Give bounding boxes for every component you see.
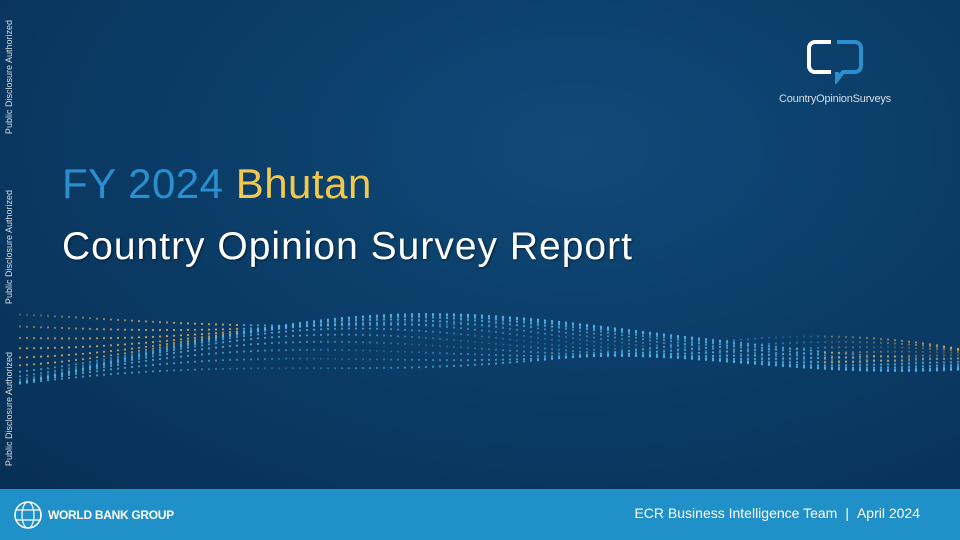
footer-bar: WORLD BANK GROUP ECR Business Intelligen… bbox=[0, 489, 960, 540]
separator: | bbox=[845, 505, 849, 521]
disclosure-label: Public Disclosure Authorized bbox=[4, 190, 14, 305]
speech-bubble-logo-icon bbox=[807, 40, 863, 86]
team-name: ECR Business Intelligence Team bbox=[634, 505, 838, 521]
dotted-wave-graphic bbox=[18, 312, 960, 385]
report-subtitle: Country Opinion Survey Report bbox=[62, 225, 633, 268]
title-line: FY 2024 Bhutan bbox=[62, 160, 372, 208]
disclosure-label: Public Disclosure Authorized bbox=[4, 352, 14, 467]
globe-icon bbox=[14, 501, 42, 529]
footer-credits: ECR Business Intelligence Team | April 202… bbox=[634, 505, 920, 521]
world-bank-group-logo: WORLD BANK GROUP bbox=[12, 499, 174, 531]
org-name: WORLD BANK GROUP bbox=[48, 508, 174, 522]
report-date: April 2024 bbox=[856, 505, 920, 521]
logo-text: CountryOpinionSurveys bbox=[779, 93, 891, 105]
background-map bbox=[0, 0, 960, 489]
country-name: Bhutan bbox=[235, 160, 372, 207]
fiscal-year: FY 2024 bbox=[62, 160, 224, 207]
country-opinion-surveys-logo: CountryOpinionSurveys bbox=[760, 38, 910, 105]
disclosure-label: Public Disclosure Authorized bbox=[4, 20, 14, 135]
